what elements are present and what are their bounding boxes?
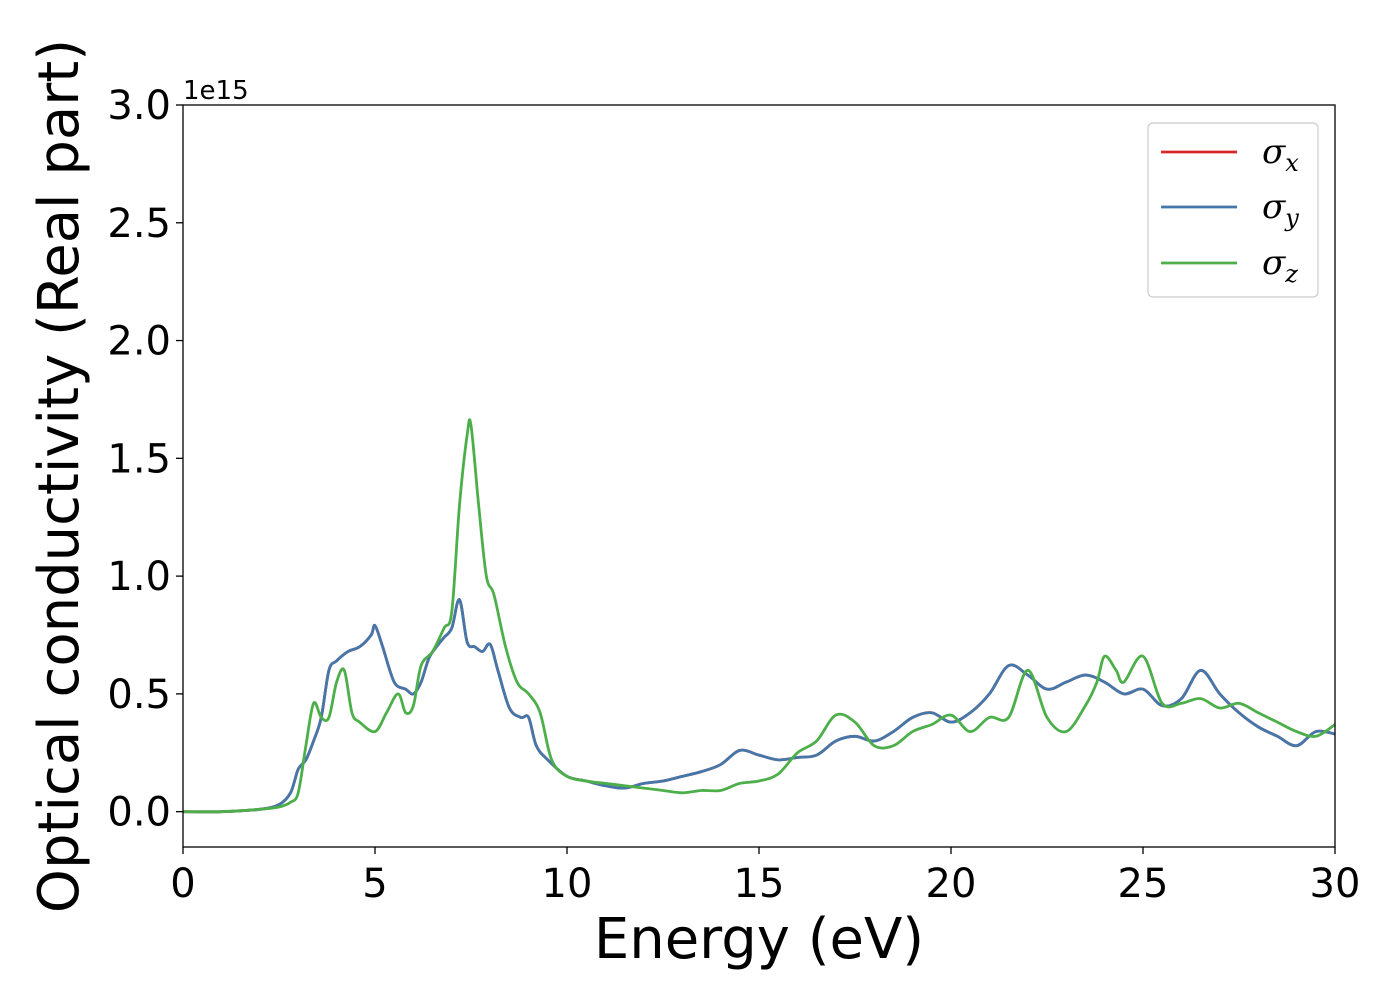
x-axis-ticks: 0 5 10 15 20 25 30 (170, 847, 1360, 907)
series-line-y (182, 598, 1336, 814)
legend-box (1147, 122, 1319, 298)
y-tick-label: 3.0 (107, 83, 171, 129)
series-lines (182, 418, 1336, 814)
x-tick-label: 30 (1310, 861, 1361, 907)
y-tick-label: 2.5 (107, 201, 171, 247)
x-tick-label: 10 (542, 861, 593, 907)
series-line-z (182, 418, 1336, 814)
x-tick-label: 20 (926, 861, 977, 907)
x-tick-label: 25 (1118, 861, 1169, 907)
x-tick-label: 5 (362, 861, 387, 907)
y-axis-ticks: 0.0 0.5 1.0 1.5 2.0 2.5 3.0 (107, 83, 183, 836)
y-offset-label: 1e15 (183, 76, 249, 106)
x-axis-title: Energy (eV) (594, 907, 924, 972)
y-axis-title: Optical conductivity (Real part) (27, 39, 92, 913)
x-tick-label: 0 (170, 861, 195, 907)
y-tick-label: 0.0 (107, 790, 171, 836)
y-tick-label: 2.0 (107, 319, 171, 365)
y-tick-label: 0.5 (107, 672, 171, 718)
y-tick-label: 1.0 (107, 554, 171, 600)
x-tick-label: 15 (734, 861, 785, 907)
y-tick-label: 1.5 (107, 436, 171, 482)
